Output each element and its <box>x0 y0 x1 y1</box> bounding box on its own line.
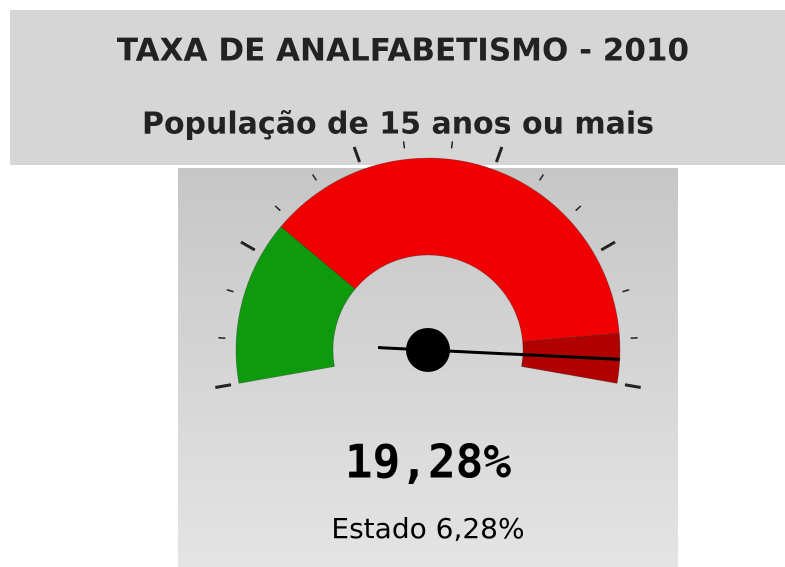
major-tick <box>600 240 616 252</box>
needle-hub <box>406 328 450 372</box>
minor-tick <box>311 174 318 181</box>
reference-name: Estado <box>331 512 426 545</box>
major-tick <box>494 146 504 163</box>
minor-tick <box>226 289 234 293</box>
reference-text: Estado 6,28% <box>331 512 524 545</box>
subtitle: População de 15 anos ou mais <box>142 107 654 142</box>
minor-tick <box>622 289 630 293</box>
title: TAXA DE ANALFABETISMO - 2010 <box>117 33 689 69</box>
major-tick <box>624 383 641 389</box>
reference-value: 6,28% <box>436 512 525 545</box>
major-tick <box>215 383 232 389</box>
header-band <box>10 10 785 165</box>
minor-tick <box>274 205 281 212</box>
major-tick <box>240 240 256 252</box>
minor-tick <box>402 141 406 149</box>
minor-tick <box>450 141 454 149</box>
value-label: 19,28% <box>345 435 511 489</box>
major-tick <box>352 146 362 163</box>
minor-tick <box>538 174 545 181</box>
minor-tick <box>575 205 582 212</box>
gauge-band <box>280 157 620 343</box>
